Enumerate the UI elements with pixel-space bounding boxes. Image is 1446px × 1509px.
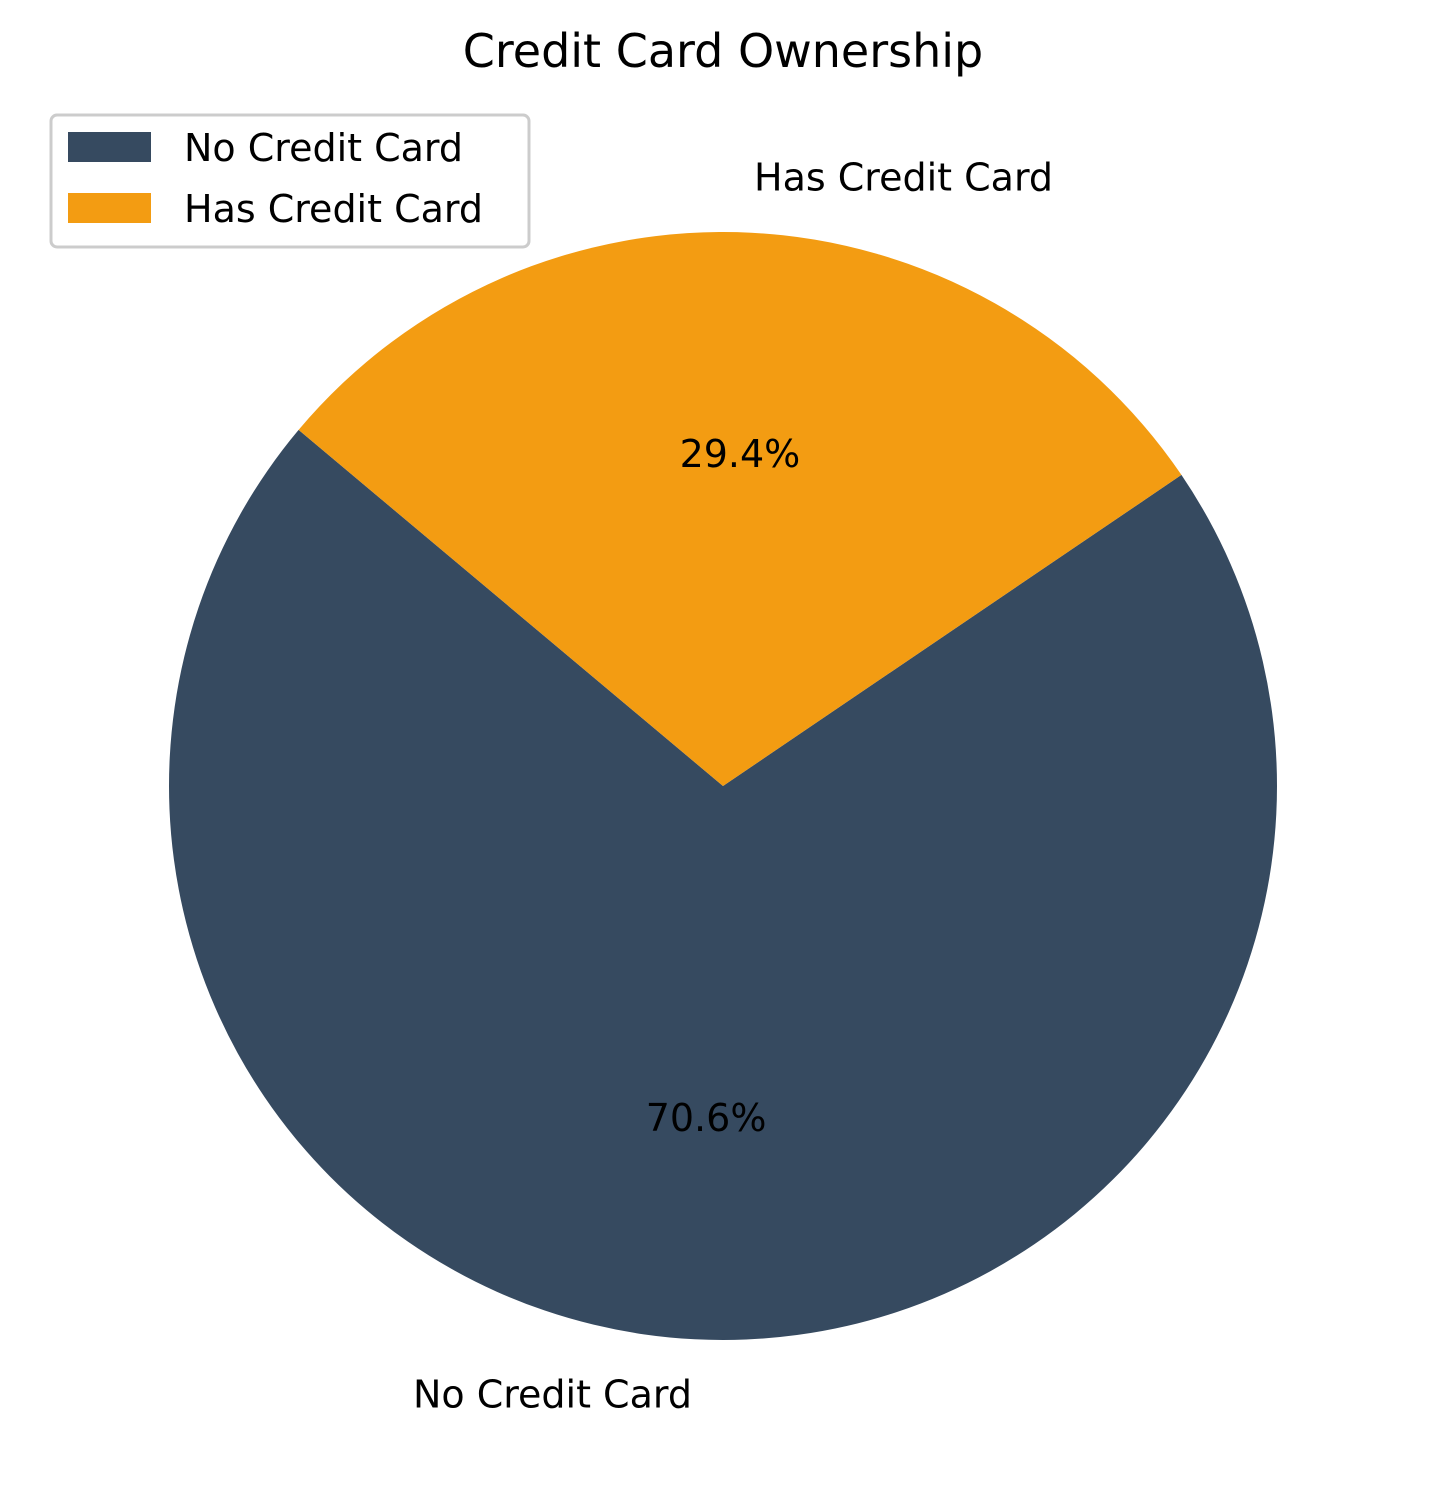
legend: No Credit Card Has Credit Card bbox=[49, 113, 531, 249]
legend-swatch-no-credit-card bbox=[68, 132, 151, 162]
pie-slice-has-credit-card bbox=[298, 232, 1182, 786]
legend-frame bbox=[49, 113, 531, 249]
pie-slices bbox=[169, 232, 1278, 1341]
slice-label-has-credit-card: Has Credit Card bbox=[754, 155, 1053, 199]
legend-label-no-credit-card: No Credit Card bbox=[184, 126, 463, 170]
chart-title: Credit Card Ownership bbox=[463, 24, 984, 78]
pie-labels: 70.6% No Credit Card 29.4% Has Credit Card bbox=[413, 155, 1053, 1416]
slice-label-no-credit-card: No Credit Card bbox=[413, 1373, 692, 1417]
pct-label-has-credit-card: 29.4% bbox=[680, 432, 801, 476]
pie-slice-no-credit-card bbox=[169, 429, 1278, 1341]
pct-label-no-credit-card: 70.6% bbox=[646, 1096, 767, 1140]
legend-label-has-credit-card: Has Credit Card bbox=[184, 187, 483, 231]
legend-swatch-has-credit-card bbox=[68, 193, 151, 223]
